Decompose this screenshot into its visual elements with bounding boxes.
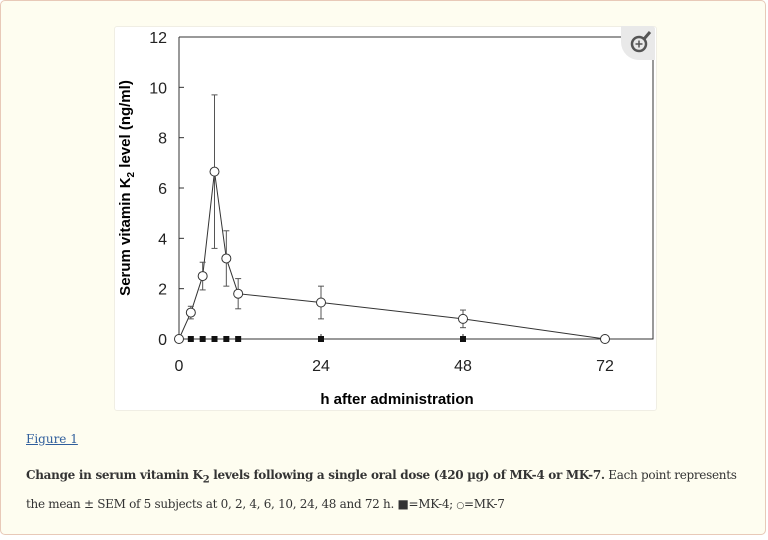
y-tick-label: 8 — [158, 131, 167, 148]
point-mk4 — [199, 336, 206, 342]
x-tick-label: 48 — [454, 358, 472, 375]
y-tick-label: 4 — [158, 231, 167, 248]
point-mk4 — [211, 336, 218, 342]
point-mk7 — [197, 271, 208, 282]
magnifier-plus-icon — [630, 31, 652, 53]
point-mk4 — [235, 336, 242, 342]
point-mk4 — [223, 336, 230, 342]
zoom-button[interactable] — [621, 26, 655, 60]
x-tick-label: 24 — [312, 358, 330, 375]
point-mk7 — [316, 297, 326, 308]
figure-link[interactable]: Figure 1 — [26, 432, 78, 446]
caption-title: Change in serum vitamin K2 levels follow… — [26, 468, 605, 486]
point-mk7 — [600, 334, 610, 344]
legend-mk4-symbol: ■ — [397, 497, 409, 512]
x-tick-label: 0 — [175, 358, 184, 375]
point-mk7 — [458, 313, 468, 324]
point-mk4 — [318, 336, 324, 342]
y-tick-label: 12 — [149, 30, 167, 47]
legend-mk7-symbol: ○ — [456, 501, 464, 512]
point-mk7 — [185, 307, 196, 318]
x-axis-label: h after administration — [320, 391, 473, 408]
plot-frame — [178, 36, 654, 340]
point-mk7 — [233, 288, 244, 299]
point-mk7 — [221, 253, 232, 264]
y-axis-label: Serum vitamin K2 level (ng/ml) — [117, 80, 137, 296]
point-mk7 — [174, 334, 184, 344]
y-tick-label: 2 — [158, 282, 167, 299]
series-line-mk7 — [178, 171, 606, 340]
x-tick-label: 72 — [596, 358, 614, 375]
point-mk7 — [209, 166, 220, 177]
y-tick-label: 0 — [158, 332, 167, 349]
caption-body: Each point represents the mean ± SEM of … — [26, 468, 737, 512]
point-mk4 — [187, 336, 194, 342]
point-mk4 — [460, 336, 466, 342]
y-tick-label: 10 — [149, 80, 167, 97]
y-tick-label: 6 — [158, 181, 167, 198]
figure-image[interactable] — [114, 26, 657, 411]
figure-caption: Change in serum vitamin K2 levels follow… — [26, 468, 737, 512]
